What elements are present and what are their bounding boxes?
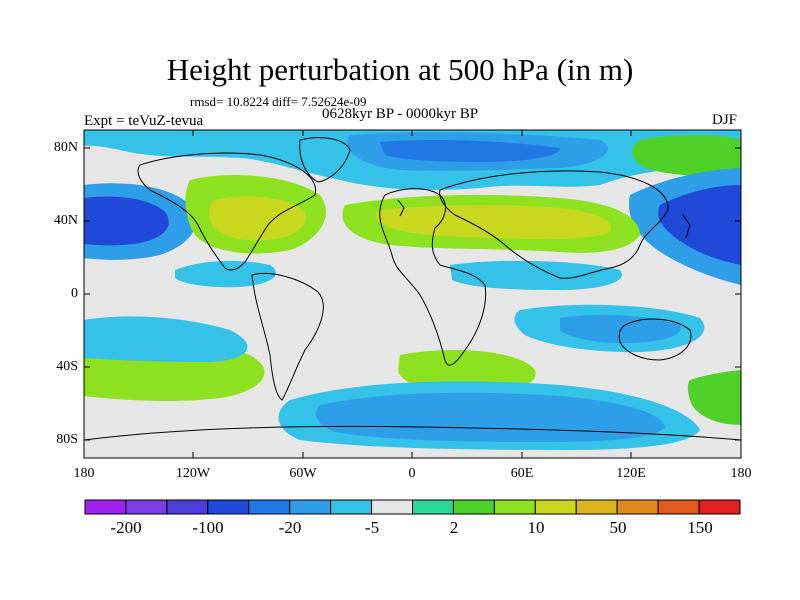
colorbar-label-50: 50: [609, 518, 627, 537]
colorbar-swatch: [207, 499, 250, 515]
japan-outline: [682, 214, 691, 239]
lat-label-80s: 80S: [56, 432, 78, 447]
colorbar-swatch: [534, 499, 577, 515]
lat-label-40n: 40N: [53, 213, 78, 228]
antarctic-negative-core: [315, 392, 665, 442]
south-pacific-positive-east: [687, 370, 741, 425]
lat-label-0: 0: [71, 286, 78, 301]
south-america-outline: [251, 273, 324, 401]
lat-label-40s: 40S: [56, 359, 78, 374]
period-label: 0628kyr BP - 0000kyr BP: [322, 106, 479, 122]
colorbar-swatch: [330, 499, 373, 515]
colorbar-label-2: 2: [449, 518, 459, 537]
lon-label-60w: 60W: [289, 466, 317, 481]
australia-outline: [618, 318, 692, 361]
colorbar-label-150: 150: [687, 518, 713, 537]
asia-outline: [439, 170, 669, 279]
lon-label-120w: 120W: [175, 466, 211, 481]
colorbar-swatch: [248, 499, 291, 515]
lon-label-60e: 60E: [510, 466, 534, 481]
colorbar-swatch: [84, 499, 127, 515]
north-america-positive-core: [209, 196, 306, 241]
indian-ocean-negative-core: [560, 314, 681, 344]
coastlines: [84, 137, 741, 441]
colorbar-label-minus-20: -20: [278, 518, 302, 537]
antarctica-outline: [84, 425, 741, 441]
arctic-negative-inner: [380, 140, 560, 162]
axis-ticks: [84, 130, 741, 458]
colorbar-swatch: [371, 499, 413, 515]
colorbar-swatch: [657, 499, 700, 515]
west-pacific-negative-core: [658, 185, 741, 265]
lon-label-180w: 180: [73, 466, 95, 481]
colorbar-label-minus-5: -5: [364, 518, 380, 537]
colorbar-swatch: [166, 499, 209, 515]
tropical-negative-pacific: [175, 260, 276, 288]
north-america-outline: [137, 152, 316, 271]
tropical-negative-africa: [450, 260, 622, 290]
experiment-label: Expt = teVuZ-tevua: [84, 113, 204, 129]
colorbar-swatch: [493, 499, 536, 515]
colorbar-swatch: [412, 499, 454, 515]
plot-title: Height perturbation at 500 hPa (in m): [166, 52, 634, 87]
greenland-outline: [299, 137, 351, 183]
colorbar-swatch: [698, 499, 741, 515]
southern-ocean-negative: [84, 316, 248, 362]
colorbar-label-minus-100: -100: [192, 518, 224, 537]
colorbar-swatch: [616, 499, 659, 515]
rmsd-diff-stats: rmsd= 10.8224 diff= 7.52624e-09: [190, 94, 367, 109]
contour-field: [84, 130, 741, 458]
east-pacific-negative-core: [84, 196, 169, 246]
lat-label-80n: 80N: [53, 140, 78, 155]
colorbar-swatch: [575, 499, 618, 515]
lon-label-0: 0: [408, 466, 416, 481]
colorbar-swatch: [452, 499, 495, 515]
lon-label-180e: 180: [730, 466, 752, 481]
season-label: DJF: [712, 112, 738, 128]
lon-label-120e: 120E: [616, 466, 646, 481]
colorbar-swatch: [125, 499, 168, 515]
colorbar: [84, 499, 741, 515]
colorbar-label-minus-200: -200: [110, 518, 142, 537]
europe-africa-outline: [379, 188, 487, 366]
uk-outline: [397, 199, 405, 217]
pacific-positive-pole: [632, 135, 741, 177]
colorbar-swatch: [289, 499, 332, 515]
colorbar-label-10: 10: [527, 518, 545, 537]
